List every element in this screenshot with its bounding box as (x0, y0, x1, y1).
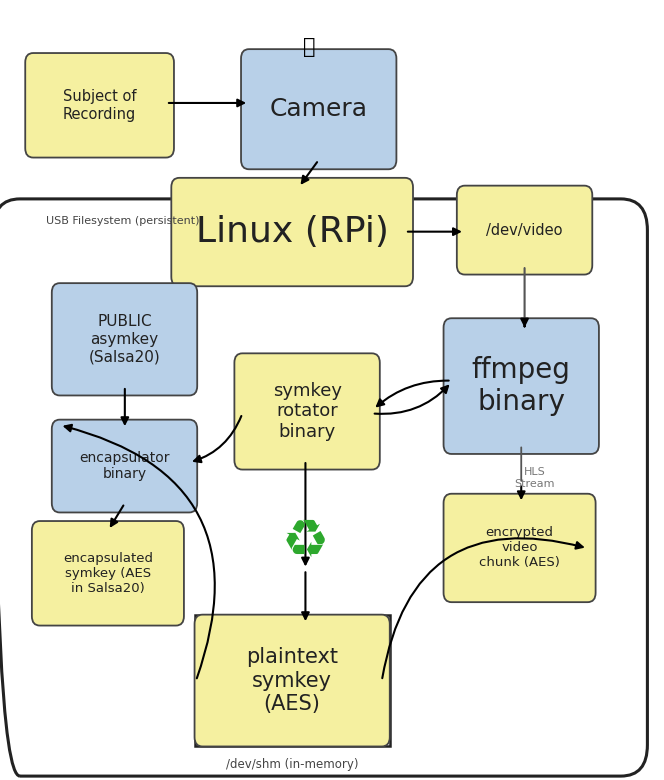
FancyBboxPatch shape (457, 186, 592, 275)
FancyBboxPatch shape (195, 615, 390, 746)
Text: Subject of
Recording: Subject of Recording (63, 89, 136, 122)
Text: encapsulated
symkey (AES
in Salsa20): encapsulated symkey (AES in Salsa20) (63, 551, 153, 595)
FancyBboxPatch shape (25, 53, 174, 158)
FancyBboxPatch shape (234, 353, 380, 470)
FancyBboxPatch shape (444, 494, 596, 602)
Text: HLS
Stream: HLS Stream (515, 467, 554, 489)
FancyBboxPatch shape (52, 420, 197, 512)
Bar (195, 615, 390, 746)
Text: Linux (RPi): Linux (RPi) (196, 215, 388, 249)
Text: symkey
rotator
binary: symkey rotator binary (273, 381, 341, 441)
Text: Camera: Camera (270, 98, 368, 121)
Text: 🎥: 🎥 (303, 37, 315, 57)
Text: encrypted
video
chunk (AES): encrypted video chunk (AES) (479, 526, 560, 569)
Text: /dev/shm (in-memory): /dev/shm (in-memory) (226, 758, 359, 771)
Text: ♻: ♻ (282, 516, 329, 568)
Text: plaintext
symkey
(AES): plaintext symkey (AES) (246, 647, 338, 714)
FancyBboxPatch shape (52, 283, 197, 395)
Text: PUBLIC
asymkey
(Salsa20): PUBLIC asymkey (Salsa20) (88, 314, 161, 364)
Text: /dev/video: /dev/video (486, 222, 563, 238)
Text: USB Filesystem (persistent): USB Filesystem (persistent) (46, 216, 200, 225)
Text: ffmpeg
binary: ffmpeg binary (472, 356, 570, 417)
FancyBboxPatch shape (32, 521, 184, 626)
Text: encapsulator
binary: encapsulator binary (79, 451, 170, 481)
FancyBboxPatch shape (241, 49, 396, 169)
FancyBboxPatch shape (444, 318, 599, 454)
FancyBboxPatch shape (171, 178, 413, 286)
